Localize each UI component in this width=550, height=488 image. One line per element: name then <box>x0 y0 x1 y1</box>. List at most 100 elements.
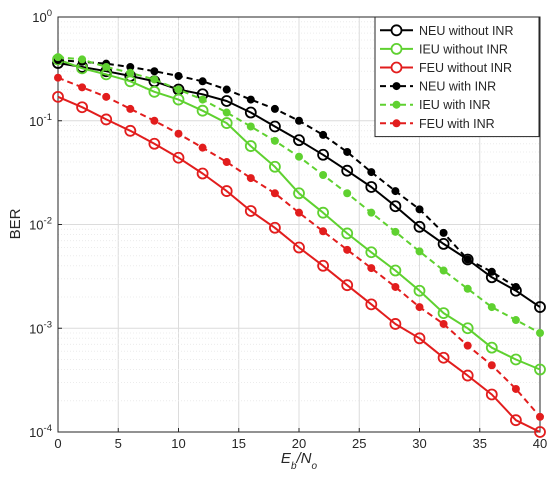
data-point <box>439 228 448 237</box>
legend: NEU without INR IEU without INR FEU withou… <box>374 16 540 138</box>
data-point <box>293 187 305 200</box>
data-point <box>52 90 64 103</box>
legend-swatch-marker <box>392 100 401 109</box>
data-point <box>365 246 378 259</box>
data-point <box>268 221 281 234</box>
legend-label-0: NEU without INR <box>419 24 513 38</box>
series-1 <box>52 53 546 376</box>
data-point <box>367 168 376 177</box>
data-point <box>365 298 378 311</box>
data-point <box>413 220 426 233</box>
data-point <box>222 108 231 117</box>
data-point <box>389 264 402 277</box>
data-point <box>487 303 496 312</box>
x-axis-title: Eb/No <box>281 450 318 472</box>
y-tick-label-3: 10-1 <box>29 112 52 129</box>
data-point <box>341 164 354 177</box>
data-point <box>510 353 522 366</box>
data-point <box>341 279 354 292</box>
data-point <box>317 148 330 161</box>
data-point <box>343 245 352 254</box>
data-point <box>244 140 257 152</box>
data-point <box>126 104 135 113</box>
data-point <box>487 267 496 276</box>
data-point <box>196 104 209 117</box>
data-point <box>150 75 159 84</box>
data-point <box>511 282 520 291</box>
legend-label-5: FEU with INR <box>419 117 495 131</box>
data-point <box>534 426 546 438</box>
data-point <box>391 227 400 236</box>
data-point <box>463 284 472 293</box>
x-tick-label-3: 15 <box>232 436 246 451</box>
data-point <box>270 189 279 198</box>
x-tick-label-0: 0 <box>54 436 61 451</box>
legend-item-5: FEU with INR <box>380 117 495 131</box>
data-point <box>198 95 207 104</box>
data-point <box>534 301 546 313</box>
data-point <box>150 116 159 125</box>
data-point <box>246 122 255 131</box>
data-point <box>244 106 257 119</box>
data-point <box>174 71 183 80</box>
data-point <box>415 303 424 312</box>
x-tick-label-7: 35 <box>473 436 487 451</box>
data-point <box>172 93 185 106</box>
series-4 <box>54 53 544 337</box>
x-tick-label-1: 5 <box>115 436 122 451</box>
data-point <box>461 322 474 335</box>
series-group <box>52 53 546 438</box>
x-tick-label-2: 10 <box>171 436 185 451</box>
data-point <box>439 266 448 275</box>
data-point <box>54 73 62 82</box>
data-point <box>439 319 448 328</box>
data-point <box>198 143 207 152</box>
y-axis-title: BER <box>7 208 24 239</box>
data-point <box>246 95 255 104</box>
data-point <box>222 158 231 167</box>
data-point <box>102 62 111 71</box>
legend-swatch-marker <box>390 43 403 55</box>
data-point <box>319 227 328 236</box>
data-point <box>317 259 330 272</box>
data-point <box>534 363 546 376</box>
data-point <box>295 152 303 161</box>
y-tick-label-2: 10-2 <box>29 216 52 233</box>
series-line-1 <box>57 58 541 371</box>
data-point <box>148 137 161 150</box>
legend-item-4: IEU with INR <box>380 98 491 112</box>
data-point <box>485 388 498 401</box>
data-point <box>244 205 257 217</box>
x-tick-label-5: 25 <box>352 436 366 451</box>
data-point <box>148 85 161 98</box>
legend-label-4: IEU with INR <box>419 98 491 112</box>
legend-label-2: FEU without INR <box>419 61 512 75</box>
data-point <box>511 316 520 325</box>
data-point <box>415 205 424 214</box>
data-point <box>437 351 450 364</box>
data-point <box>391 187 400 196</box>
legend-box <box>374 16 540 138</box>
data-point <box>413 332 426 345</box>
x-tick-label-6: 30 <box>412 436 426 451</box>
data-point <box>124 124 137 137</box>
data-point <box>174 129 183 138</box>
legend-item-3: NEU with INR <box>380 80 496 94</box>
y-tick-label-4: 100 <box>32 8 52 25</box>
data-point <box>463 341 472 350</box>
data-point <box>76 101 88 114</box>
data-point <box>126 68 135 77</box>
data-point <box>270 136 279 145</box>
data-point <box>487 361 496 370</box>
data-point <box>389 318 402 330</box>
data-point <box>463 255 472 264</box>
data-point <box>54 53 62 62</box>
data-point <box>102 92 111 101</box>
data-point <box>295 208 303 217</box>
data-point <box>78 83 87 92</box>
series-line-0 <box>57 62 541 308</box>
legend-swatch-marker <box>390 61 403 74</box>
series-5 <box>54 73 544 421</box>
data-point <box>172 151 185 164</box>
